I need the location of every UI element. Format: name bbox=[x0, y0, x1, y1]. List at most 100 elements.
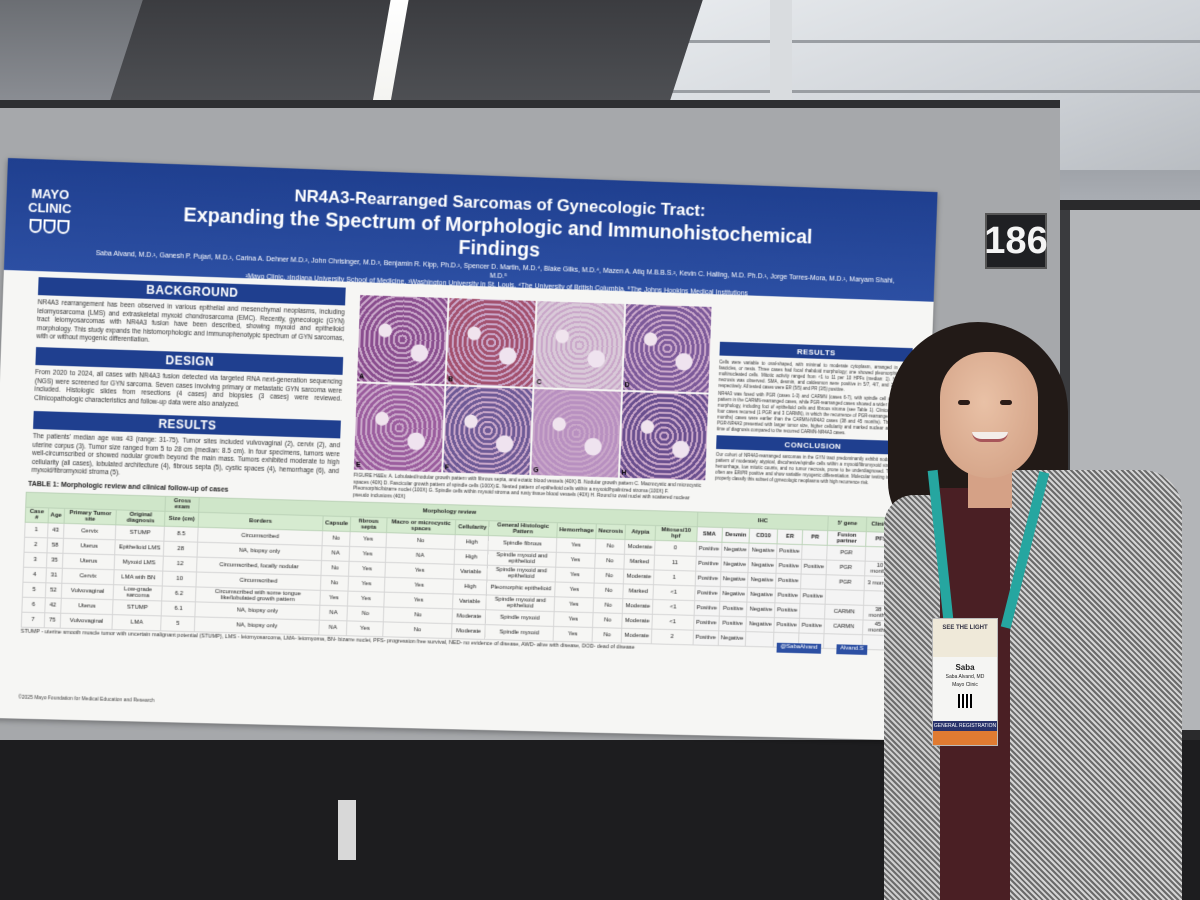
table-cell: NA bbox=[321, 546, 349, 562]
histology-image: F bbox=[443, 386, 533, 475]
table-cell: Negative bbox=[748, 558, 776, 574]
table-cell: 0 bbox=[654, 540, 696, 556]
table-cell: Cervix bbox=[62, 568, 114, 584]
table-cell: Negative bbox=[718, 631, 746, 646]
table-cell: Cervix bbox=[63, 523, 115, 539]
table-cell: Negative bbox=[746, 617, 774, 632]
table-cell: Positive bbox=[695, 571, 721, 586]
table-cell: Moderate bbox=[623, 599, 653, 615]
table-cell: Moderate bbox=[624, 569, 654, 585]
name-badge: SEE THE LIGHT Saba Saba Alvand, MD Mayo … bbox=[932, 618, 998, 746]
table-cell: Negative bbox=[747, 587, 775, 603]
table-cell: Variable bbox=[454, 564, 488, 580]
table-cell: 6 bbox=[22, 597, 45, 613]
table-cell: 8.5 bbox=[164, 526, 198, 542]
column-header: Size (cm) bbox=[165, 511, 199, 527]
table-cell: 28 bbox=[164, 541, 198, 557]
table-cell: 1 bbox=[653, 570, 695, 586]
table-cell bbox=[746, 632, 774, 647]
column-header: Original diagnosis bbox=[116, 510, 166, 526]
column-header: CD10 bbox=[749, 528, 777, 544]
column-header: Fusion partner bbox=[827, 531, 866, 547]
table-cell: No bbox=[383, 622, 453, 639]
figure-label: E bbox=[356, 462, 361, 469]
pole bbox=[338, 800, 356, 860]
table-cell: No bbox=[320, 575, 348, 591]
table-cell: 31 bbox=[46, 568, 63, 583]
table-cell: Yes bbox=[553, 626, 593, 642]
table-cell: NA bbox=[319, 605, 347, 621]
table-cell: Marked bbox=[623, 584, 653, 600]
copyright: ©2025 Mayo Foundation for Medical Educat… bbox=[18, 695, 154, 704]
smile bbox=[972, 432, 1008, 442]
table-cell: Positive bbox=[719, 601, 747, 617]
table-cell: Positive bbox=[694, 601, 720, 616]
table-cell: Positive bbox=[693, 630, 719, 645]
column-header: SMA bbox=[696, 527, 722, 542]
results-right-heading: RESULTS bbox=[719, 342, 912, 362]
column-header: Primary Tumor site bbox=[64, 508, 116, 524]
column-header: ER bbox=[777, 529, 803, 544]
table-cell: Uterus bbox=[62, 553, 114, 569]
histology-image: A bbox=[357, 295, 447, 384]
table-cell: <1 bbox=[653, 585, 695, 601]
badge-registration: GENERAL REGISTRATION bbox=[933, 721, 997, 731]
table-cell: <1 bbox=[652, 614, 694, 630]
table-cell: LMA bbox=[112, 615, 162, 631]
table-cell: Vulvovaginal bbox=[60, 613, 112, 629]
table-cell: PGR bbox=[826, 575, 865, 591]
gene-group-header: 5' gene bbox=[828, 516, 867, 532]
column-header: Atypia bbox=[625, 525, 655, 541]
results-text: The patients' median age was 43 (range: … bbox=[31, 433, 340, 485]
table-cell: 1 bbox=[25, 522, 48, 538]
table-cell: Yes bbox=[350, 532, 387, 548]
figure-label: D bbox=[625, 382, 630, 389]
badge-stripe bbox=[933, 731, 997, 745]
column-header: Case # bbox=[25, 507, 48, 523]
table-cell: Positive bbox=[774, 603, 800, 618]
table-cell: Positive bbox=[695, 556, 721, 571]
table-cell: Uterus bbox=[63, 538, 115, 554]
badge-full-name: Saba Alvand, MD bbox=[933, 674, 997, 680]
table-cell: PGR bbox=[826, 560, 865, 576]
table-cell: Positive bbox=[774, 618, 800, 633]
column-header: Age bbox=[48, 508, 65, 523]
table-cell: CARMN bbox=[824, 619, 863, 635]
figure-label: H bbox=[621, 470, 626, 477]
table-cell: 12 bbox=[163, 556, 197, 572]
table-cell: 2 bbox=[651, 629, 693, 645]
figure-label: B bbox=[448, 376, 453, 383]
table-cell: No bbox=[592, 627, 622, 643]
table-cell: High bbox=[455, 535, 489, 551]
figure-label: F bbox=[445, 464, 449, 471]
table-cell: Positive bbox=[801, 559, 827, 574]
histology-image: B bbox=[446, 298, 536, 387]
table-cell: No bbox=[321, 561, 349, 577]
table-cell: Epithelioid LMS bbox=[115, 540, 165, 556]
table-cell: NA, biopsy only bbox=[194, 617, 319, 635]
column-header: Cellularity bbox=[455, 520, 489, 536]
badge-name: Saba bbox=[933, 663, 997, 672]
table-cell: 7 bbox=[21, 612, 44, 628]
table-cell: Low-grade sarcoma bbox=[113, 585, 163, 601]
histology-image: H bbox=[619, 392, 708, 480]
table-cell: No bbox=[595, 539, 625, 555]
table-cell: 2 bbox=[24, 537, 47, 553]
table-cell: 6.1 bbox=[162, 601, 196, 617]
table-cell: Negative bbox=[721, 557, 749, 573]
histology-image: E bbox=[354, 383, 444, 472]
badge-org: Mayo Clinic bbox=[933, 682, 997, 688]
truss-2 bbox=[660, 90, 1200, 93]
table-cell: Yes bbox=[554, 582, 594, 598]
table-cell: Positive bbox=[777, 544, 803, 559]
table-cell: Variable bbox=[453, 594, 487, 610]
presenter-face bbox=[940, 352, 1038, 478]
table-cell: Positive bbox=[799, 618, 825, 633]
table-cell bbox=[825, 589, 864, 605]
table-cell: Yes bbox=[349, 561, 386, 577]
table-cell: Positive bbox=[800, 589, 826, 604]
table-cell: STUMP bbox=[115, 525, 165, 541]
table-cell: Yes bbox=[556, 552, 596, 568]
table-cell: No bbox=[594, 568, 624, 584]
table-cell: Positive bbox=[693, 615, 719, 630]
